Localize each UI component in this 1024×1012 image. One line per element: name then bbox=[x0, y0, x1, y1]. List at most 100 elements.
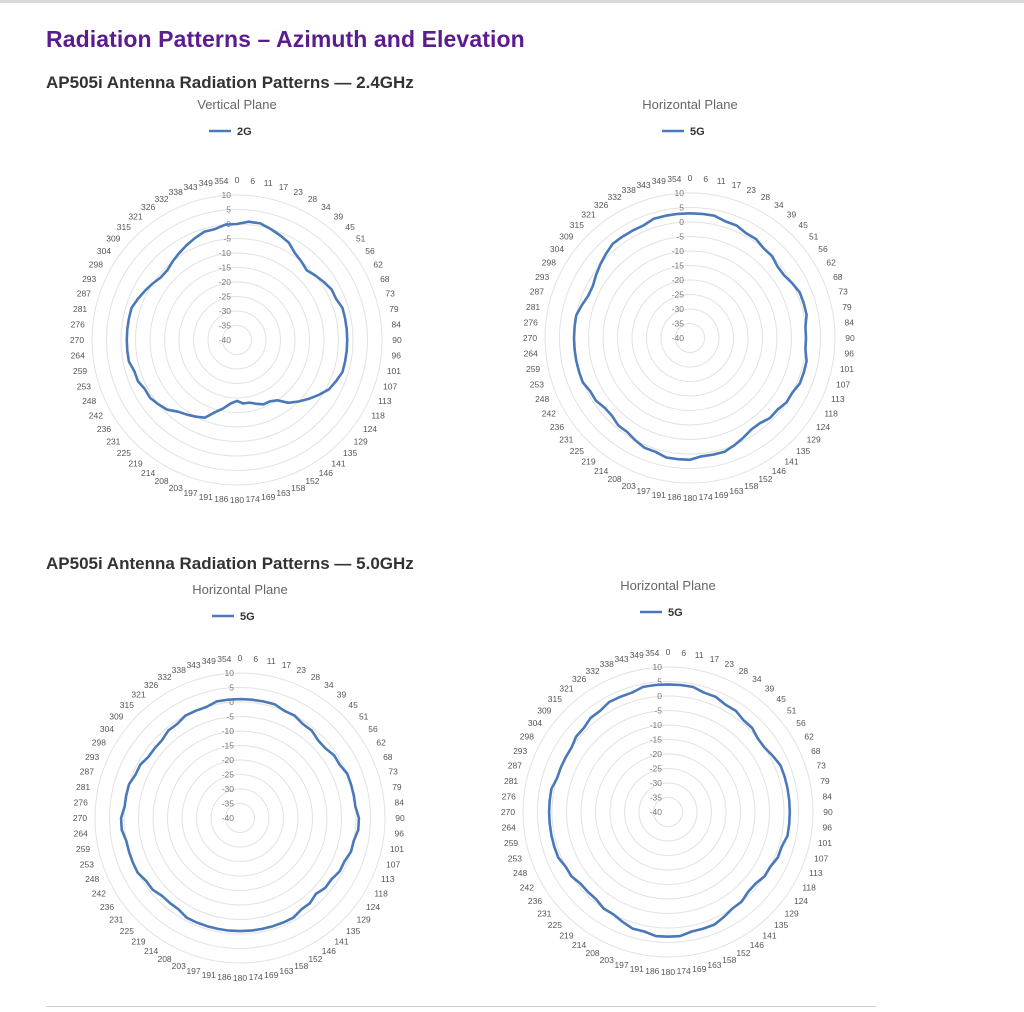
angle-label: 113 bbox=[809, 868, 823, 878]
angle-label: 214 bbox=[144, 946, 158, 956]
angle-label: 259 bbox=[73, 366, 87, 376]
radial-tick-label: -20 bbox=[222, 755, 235, 765]
angle-label: 62 bbox=[376, 738, 386, 748]
angle-label: 293 bbox=[85, 752, 99, 762]
angle-label: 225 bbox=[120, 926, 134, 936]
series-line-5g bbox=[119, 697, 361, 933]
angle-label: 253 bbox=[508, 853, 522, 863]
angle-label: 248 bbox=[513, 868, 527, 878]
angle-label: 276 bbox=[71, 319, 85, 329]
angle-label: 96 bbox=[822, 823, 832, 833]
angle-label: 253 bbox=[77, 381, 91, 391]
angle-label: 84 bbox=[394, 797, 404, 807]
angle-label: 152 bbox=[758, 474, 772, 484]
chart-legend: 5G bbox=[212, 611, 255, 623]
angle-label: 203 bbox=[172, 961, 186, 971]
angle-label: 219 bbox=[581, 457, 595, 467]
grid-ring bbox=[544, 192, 836, 484]
angle-label: 11 bbox=[267, 656, 276, 666]
radial-tick-label: 0 bbox=[657, 691, 662, 701]
angle-label: 354 bbox=[667, 174, 681, 184]
angle-label: 225 bbox=[570, 446, 584, 456]
radial-tick-label: -35 bbox=[672, 319, 685, 329]
chart-legend: 5G bbox=[662, 126, 705, 138]
angle-label: 113 bbox=[831, 394, 845, 404]
grid-ring bbox=[646, 294, 734, 382]
grid-ring bbox=[522, 666, 814, 958]
radial-tick-label: -20 bbox=[219, 277, 232, 287]
angle-label: 197 bbox=[636, 486, 650, 496]
radial-tick-label: -15 bbox=[222, 741, 235, 751]
angle-label: 129 bbox=[354, 437, 368, 447]
grid-ring bbox=[537, 681, 799, 943]
angle-label: 338 bbox=[600, 659, 614, 669]
angle-label: 186 bbox=[667, 492, 681, 502]
angle-label: 56 bbox=[365, 246, 375, 256]
angle-label: 338 bbox=[622, 185, 636, 195]
angle-label: 315 bbox=[120, 700, 134, 710]
radial-tick-label: -15 bbox=[672, 261, 685, 271]
angle-label: 231 bbox=[109, 915, 123, 925]
grid-ring bbox=[178, 281, 296, 399]
angle-label: 343 bbox=[186, 660, 200, 670]
angle-label: 118 bbox=[374, 888, 388, 898]
angle-label: 79 bbox=[392, 782, 402, 792]
angle-label: 332 bbox=[585, 666, 599, 676]
angle-label: 225 bbox=[117, 448, 131, 458]
radial-tick-label: -25 bbox=[219, 292, 232, 302]
angle-label: 135 bbox=[774, 920, 788, 930]
angle-label: 270 bbox=[70, 335, 84, 345]
angle-label: 293 bbox=[535, 272, 549, 282]
angle-label: 326 bbox=[594, 200, 608, 210]
radar-chart-2: Horizontal Plane 5G 10 5 0 -5 -10 -15 -20 -25 -30 -… bbox=[523, 97, 855, 503]
grid-ring bbox=[566, 710, 770, 914]
radial-tick-label: -30 bbox=[650, 778, 663, 788]
radial-tick-label: 5 bbox=[226, 205, 231, 215]
radial-tick-label: -40 bbox=[219, 335, 232, 345]
angle-label: 39 bbox=[337, 689, 347, 699]
angle-label: 298 bbox=[89, 260, 103, 270]
angle-label: 332 bbox=[157, 672, 171, 682]
angle-label: 242 bbox=[92, 888, 106, 898]
angle-label: 11 bbox=[717, 176, 726, 186]
angle-label: 281 bbox=[504, 776, 518, 786]
radial-tick-label: -10 bbox=[219, 248, 232, 258]
series-line-5g bbox=[572, 212, 808, 462]
angle-label: 343 bbox=[636, 180, 650, 190]
grid-ring bbox=[551, 695, 785, 929]
angle-label: 332 bbox=[607, 192, 621, 202]
radial-tick-label: 0 bbox=[679, 217, 684, 227]
grid-ring bbox=[225, 803, 255, 833]
angle-label: 45 bbox=[345, 222, 355, 232]
radial-tick-label: -35 bbox=[650, 793, 663, 803]
angle-label: 45 bbox=[348, 700, 358, 710]
radial-tick-label: -35 bbox=[219, 321, 232, 331]
angle-label: 309 bbox=[537, 705, 551, 715]
angle-label: 332 bbox=[154, 194, 168, 204]
angle-label: 56 bbox=[818, 244, 828, 254]
angle-label: 253 bbox=[80, 859, 94, 869]
angle-label: 343 bbox=[614, 654, 628, 664]
angle-label: 79 bbox=[820, 776, 830, 786]
angle-label: 73 bbox=[388, 767, 398, 777]
angle-label: 253 bbox=[530, 379, 544, 389]
section-heading-2-4ghz: AP505i Antenna Radiation Patterns — 2.4G… bbox=[46, 73, 414, 92]
angle-label: 264 bbox=[74, 829, 88, 839]
angle-label: 124 bbox=[366, 902, 380, 912]
grid-ring bbox=[653, 797, 683, 827]
angle-label: 231 bbox=[537, 909, 551, 919]
angle-label: 84 bbox=[844, 317, 854, 327]
angle-label: 34 bbox=[774, 200, 784, 210]
legend-entry: 5G bbox=[690, 126, 705, 138]
angle-label: 90 bbox=[395, 813, 405, 823]
angle-label: 28 bbox=[739, 666, 749, 676]
grid-ring bbox=[595, 739, 741, 885]
angle-label: 259 bbox=[76, 844, 90, 854]
grid-ring bbox=[135, 238, 339, 442]
angle-label: 208 bbox=[157, 954, 171, 964]
radial-tick-label: -40 bbox=[222, 813, 235, 823]
angle-label: 270 bbox=[523, 333, 537, 343]
angle-label: 309 bbox=[106, 233, 120, 243]
angle-label: 236 bbox=[100, 902, 114, 912]
